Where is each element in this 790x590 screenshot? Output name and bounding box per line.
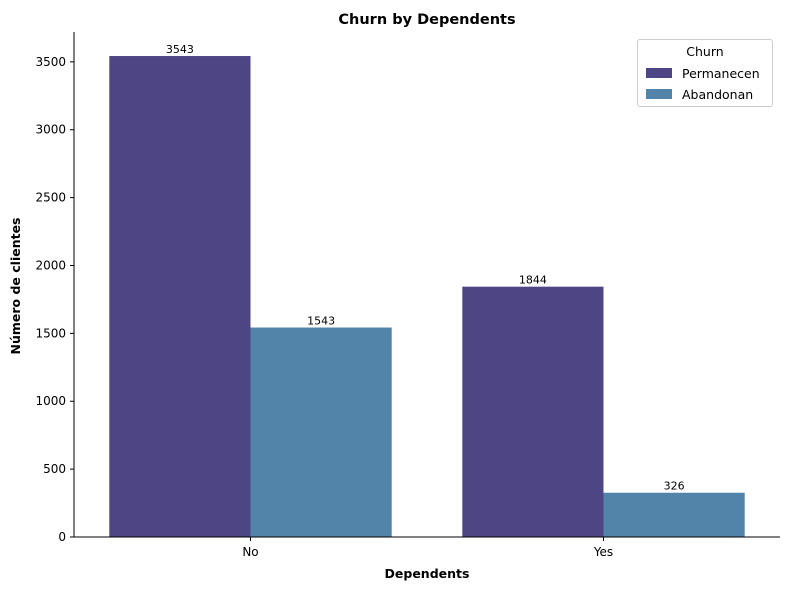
bar-value-label: 1844 <box>519 274 547 287</box>
bars-group <box>109 56 745 537</box>
y-tick-label: 2500 <box>35 191 66 205</box>
bar-permanecen-no <box>109 56 251 537</box>
legend-label: Abandonan <box>682 86 754 102</box>
y-tick-label: 1000 <box>35 394 66 408</box>
legend-swatch <box>646 89 672 99</box>
chart-title: Churn by Dependents <box>338 12 515 28</box>
y-tick-label: 3500 <box>35 55 66 69</box>
bar-abandonan-yes <box>603 492 745 537</box>
bar-value-label: 326 <box>664 480 685 493</box>
legend-item-abandonan: Abandonan <box>646 86 754 102</box>
bar-value-label: 1543 <box>307 315 335 328</box>
legend-title: Churn <box>686 44 724 59</box>
y-tick-label: 500 <box>43 462 66 476</box>
x-axis: No Yes <box>74 536 780 559</box>
bar-permanecen-yes <box>462 286 604 537</box>
y-tick-label: 3000 <box>35 123 66 137</box>
x-tick-label: No <box>242 545 258 559</box>
y-tick-label: 1500 <box>35 326 66 340</box>
bar-labels-group: 3543 1844 1543 326 <box>166 43 685 493</box>
bar-abandonan-no <box>250 327 392 537</box>
legend: Churn Permanecen Abandonan <box>637 39 773 107</box>
x-axis-label: Dependents <box>385 566 470 581</box>
y-tick-label: 0 <box>58 530 66 544</box>
y-axis: 0 500 1000 1500 2000 2500 3000 3500 <box>35 32 75 544</box>
legend-label: Permanecen <box>682 65 760 81</box>
x-tick-label: Yes <box>593 545 613 559</box>
y-tick-label: 2000 <box>35 258 66 272</box>
y-axis-label: Número de clientes <box>8 218 23 355</box>
legend-swatch <box>646 68 672 78</box>
legend-item-permanecen: Permanecen <box>646 65 760 81</box>
bar-value-label: 3543 <box>166 43 194 56</box>
